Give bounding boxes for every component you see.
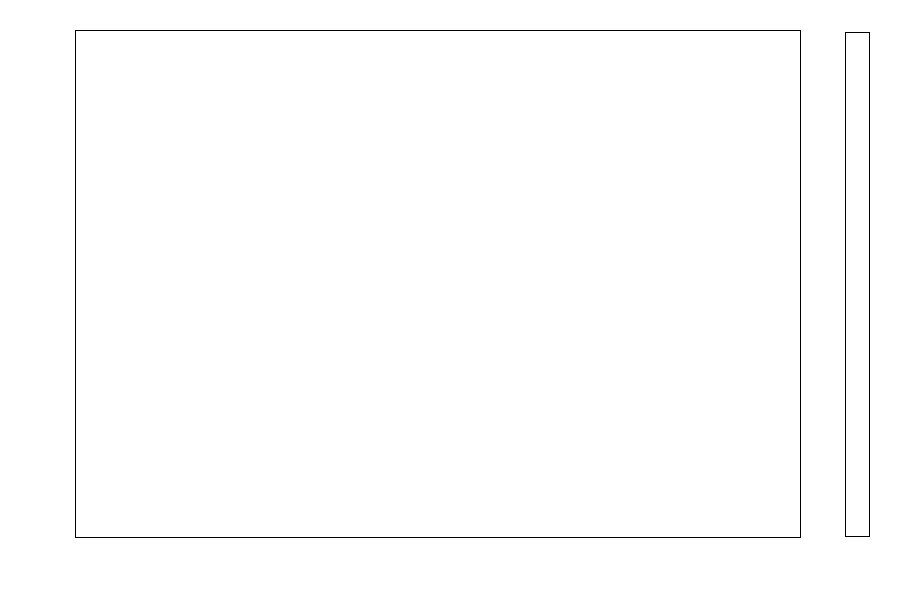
y-axis-label (6, 31, 26, 537)
colorbar (845, 32, 870, 537)
heatmap-canvas (76, 31, 800, 537)
